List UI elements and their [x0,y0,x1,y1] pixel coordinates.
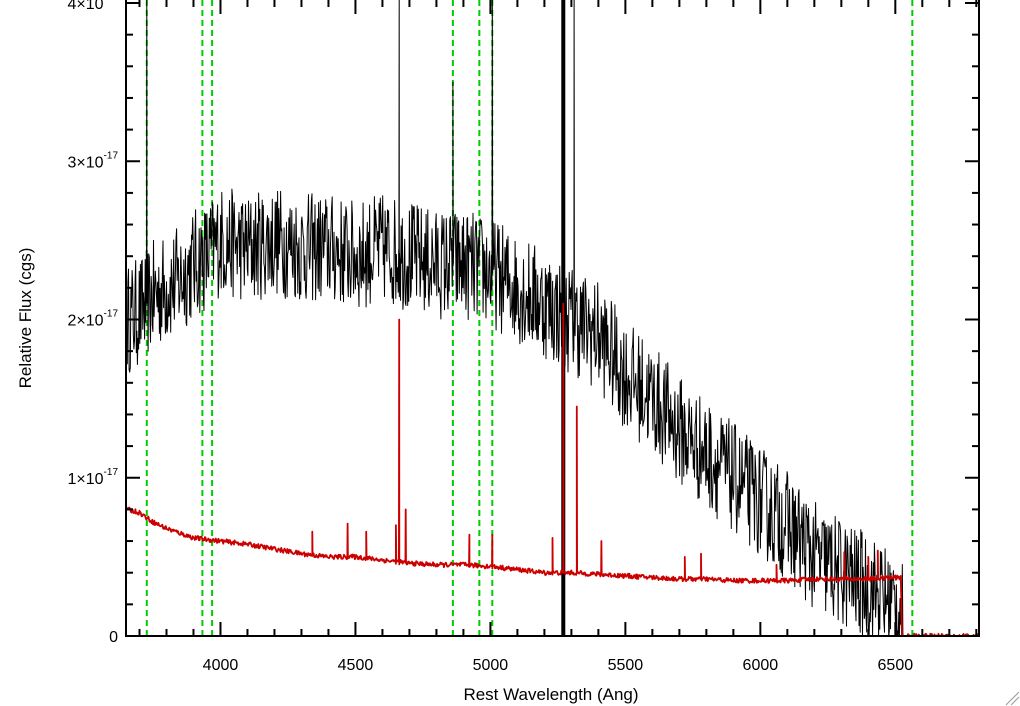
x-tick-label: 5000 [473,657,509,674]
series-layer [126,0,979,636]
x-tick-label: 6000 [743,657,779,674]
x-tick-label: 4500 [338,657,374,674]
y-tick-label: 2×10-17 [68,309,119,330]
y-axis-ticks: 0 1×10-17 2×10-17 3×10-17 4×10-17 [68,0,979,646]
y-tick-label: 1×10-17 [68,467,119,488]
x-axis-title: Rest Wavelength (Ang) [463,685,638,704]
y-tick-label: 0 [109,629,118,646]
plot-frame [125,0,980,637]
y-tick-label: 4×10-17 [68,0,119,13]
x-tick-label: 4000 [203,657,239,674]
observed-spectrum-line [126,0,904,636]
y-axis-title: Relative Flux (cgs) [16,248,35,389]
y-tick-label: 3×10-17 [68,150,119,171]
x-tick-label: 5500 [608,657,644,674]
model-spectrum-line [126,302,979,636]
x-tick-label: 6500 [878,657,914,674]
x-axis-ticks: 4000 4500 5000 5500 6000 6500 [138,0,978,674]
resize-grip-icon[interactable] [1005,691,1020,706]
